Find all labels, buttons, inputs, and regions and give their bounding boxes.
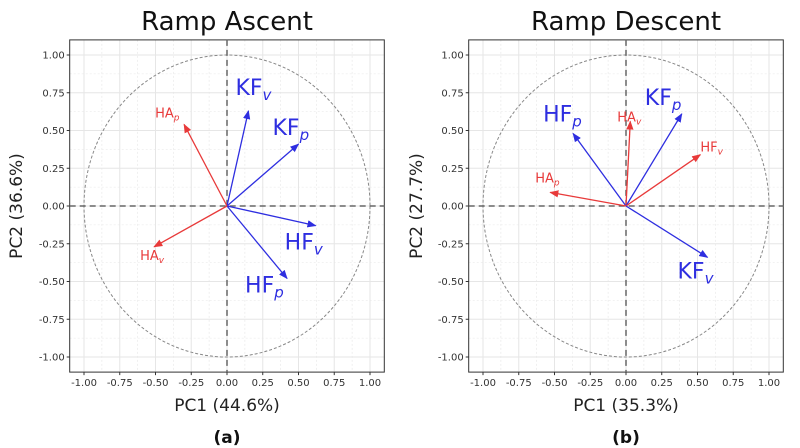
x-tick-label: 0.25 [252,378,274,389]
vector-label: HFp [543,103,582,131]
panel-b: -1.00 -0.75 -0.50 -0.25 0.00 0.25 0.50 0.75 1.00… [407,7,784,448]
x-tick-label: 0.25 [651,378,673,389]
y-axis-label: PC2 (27.7%) [407,153,427,259]
loading-arrow-HA-v [153,205,228,248]
y-tick-label: 0.75 [441,88,463,99]
y-tick-label: -1.00 [39,353,65,364]
y-tick-label: -0.75 [438,315,464,326]
y-tick-label: -0.25 [438,239,464,250]
y-tick-label: 0.50 [441,126,463,137]
y-tick-label: -0.25 [39,239,65,250]
vector-label: KFp [645,86,682,114]
loading-arrow-HF-v [625,154,702,207]
vector-label: HFv [285,231,324,259]
x-tick-label: 0.50 [686,378,708,389]
x-tick-label: -0.75 [506,378,532,389]
y-tick-label: 0.75 [42,88,64,99]
x-tick-label: 0.75 [722,378,744,389]
x-tick-label: -1.00 [470,378,496,389]
loading-arrow-HA-v [625,120,634,207]
loading-arrow-KF-p [625,113,683,207]
y-tick-label: 1.00 [42,51,64,62]
panel-label: (b) [612,428,640,448]
x-tick-label: -0.50 [542,378,568,389]
loading-arrow-HF-p [226,205,288,280]
y-tick-label: -0.75 [39,315,65,326]
x-tick-label: 0.75 [323,378,345,389]
loading-arrow-KF-p [226,143,300,207]
loading-arrow-HF-p [572,132,627,207]
x-tick-label: 0.50 [287,378,309,389]
x-tick-label: 0.00 [615,378,637,389]
x-tick-label: 1.00 [359,378,381,389]
vector-label: KFv [235,76,272,104]
vector-label: HAp [155,106,180,123]
loading-arrow-HA-p [183,123,228,207]
panel-label: (a) [213,428,240,448]
loading-arrow-HF-v [226,205,317,228]
y-tick-label: 0.25 [42,164,64,175]
loading-arrow-KF-v [625,205,709,258]
x-axis-label: PC1 (35.3%) [573,396,679,416]
y-tick-label: -0.50 [39,277,65,288]
loading-arrow-KF-v [226,109,251,207]
x-axis-label: PC1 (44.6%) [174,396,280,416]
x-tick-label: -0.75 [107,378,133,389]
y-axis-label: PC2 (36.6%) [7,153,27,259]
y-tick-label: 0.00 [441,202,463,213]
x-tick-label: -0.25 [577,378,603,389]
y-tick-label: -1.00 [438,353,464,364]
vector-label: HAv [617,110,642,127]
loading-arrow-HA-p [549,190,627,207]
x-tick-label: -0.25 [178,378,204,389]
y-tick-label: -0.50 [438,277,464,288]
vector-label: HAv [140,249,165,266]
chart-title: Ramp Ascent [141,7,313,37]
x-tick-label: 0.00 [216,378,238,389]
chart-title: Ramp Descent [531,7,721,37]
vector-label: HFp [245,273,284,301]
y-tick-label: 1.00 [441,51,463,62]
vector-label: KFp [273,116,310,144]
y-tick-label: 0.00 [42,202,64,213]
x-tick-label: -1.00 [71,378,97,389]
panel-a: -1.00 -0.75 -0.50 -0.25 0.00 0.25 0.50 0.75 1.00… [7,7,385,448]
y-tick-label: 0.25 [441,164,463,175]
vector-label: HFv [700,141,723,158]
vector-label: KFv [678,259,715,287]
x-tick-label: 1.00 [758,378,780,389]
x-tick-label: -0.50 [143,378,169,389]
y-tick-label: 0.50 [42,126,64,137]
vector-label: HAp [535,171,560,188]
